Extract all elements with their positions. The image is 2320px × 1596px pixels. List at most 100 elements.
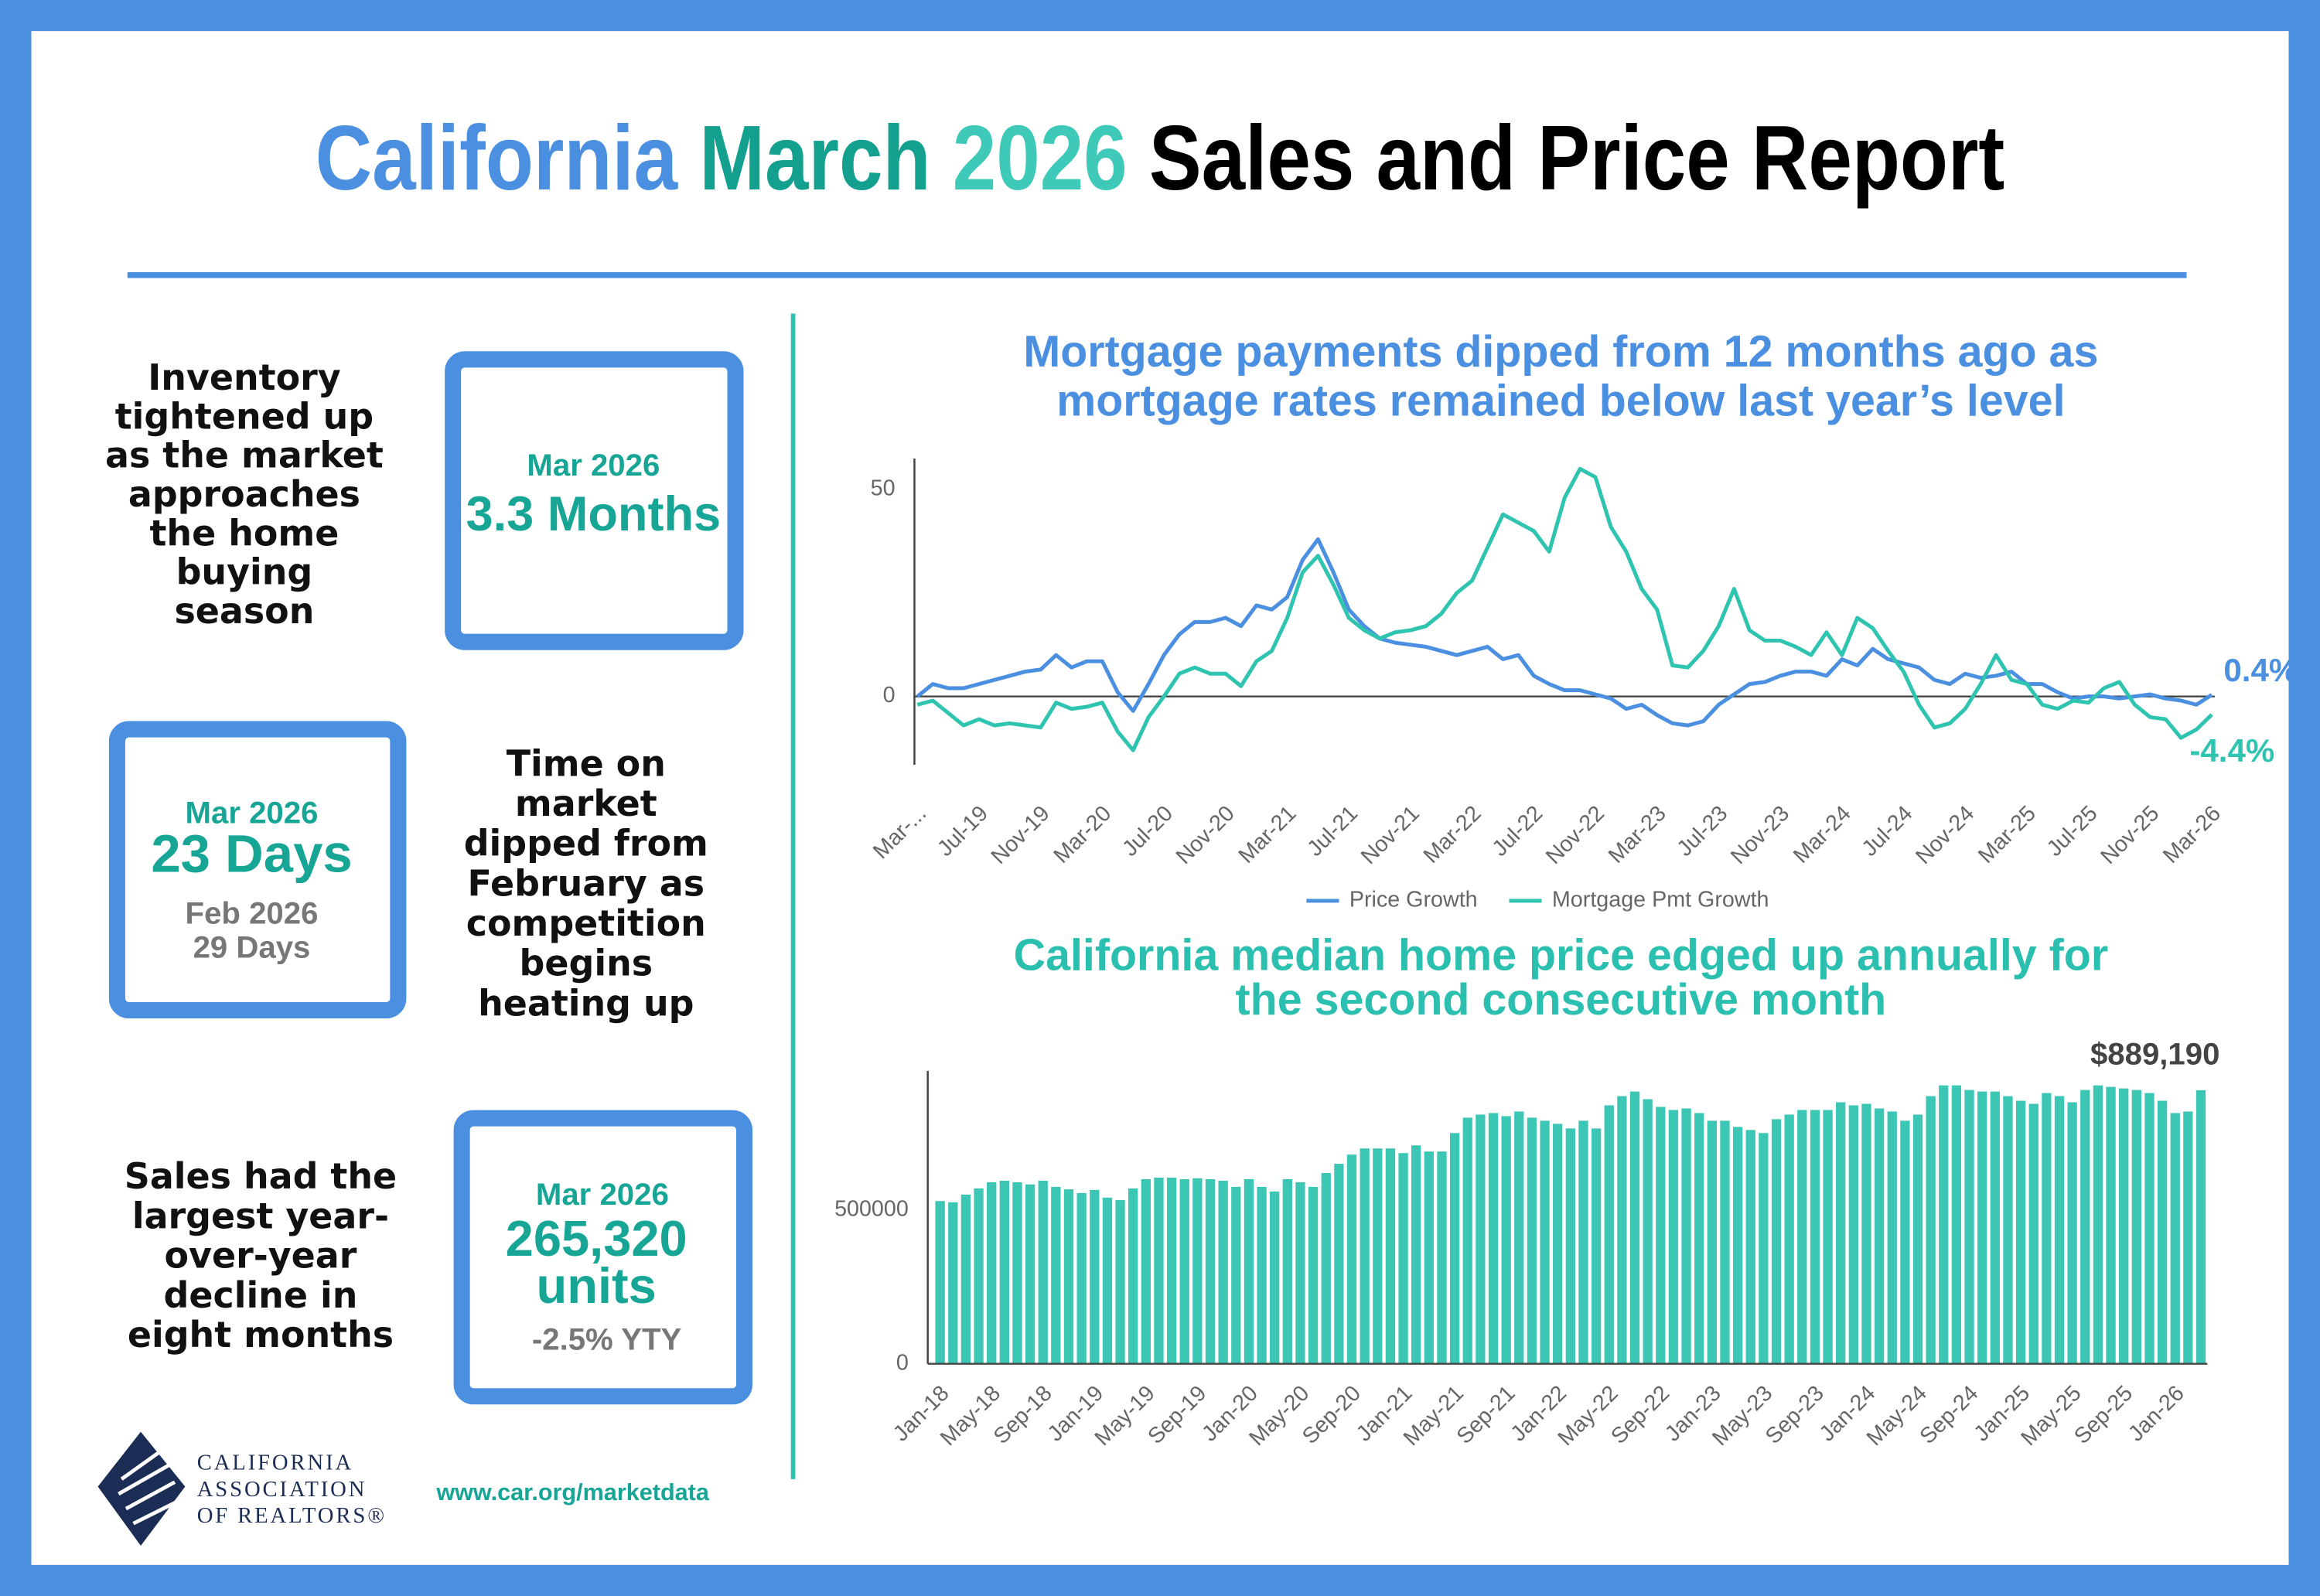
- url: www.car.org/marketdata: [435, 1479, 710, 1506]
- bar: [2144, 1093, 2155, 1364]
- bar: [1411, 1145, 1421, 1364]
- y-tick-label: 50: [871, 476, 896, 501]
- panel-text: February as: [468, 862, 705, 904]
- bar: [1591, 1128, 1602, 1364]
- bar: [1346, 1154, 1357, 1364]
- panel-text: buying: [176, 551, 313, 593]
- chart-title: Mortgage payments dipped from 12 months …: [1023, 327, 2098, 377]
- bar: [1643, 1099, 1653, 1364]
- bar: [2195, 1090, 2206, 1364]
- bar: [1990, 1091, 2000, 1364]
- panel-text: eight months: [128, 1314, 394, 1356]
- chart-title: the second consecutive month: [1236, 975, 1887, 1025]
- bar: [1604, 1105, 1614, 1364]
- stat-value: 3.3 Months: [466, 487, 722, 541]
- bar: [1887, 1111, 1897, 1364]
- bar: [1732, 1127, 1743, 1364]
- panel-text: Inventory: [148, 356, 341, 398]
- bar: [1449, 1133, 1460, 1364]
- bar: [1128, 1188, 1138, 1364]
- bar: [1823, 1110, 1833, 1364]
- stat-box: [108, 721, 407, 1019]
- bar: [974, 1188, 984, 1364]
- panel-text: tightened up: [115, 395, 374, 437]
- logo-text: CALIFORNIA: [197, 1450, 353, 1475]
- bar: [1784, 1114, 1794, 1364]
- bar: [1964, 1090, 1974, 1364]
- bar: [1218, 1180, 1228, 1364]
- bar: [1205, 1178, 1216, 1364]
- bar: [1051, 1186, 1061, 1364]
- bar: [1437, 1151, 1447, 1364]
- bar: [1385, 1148, 1396, 1364]
- bar: [1720, 1120, 1730, 1364]
- bar: [1063, 1189, 1074, 1364]
- logo-text: OF REALTORS®: [197, 1503, 387, 1528]
- bar: [1874, 1108, 1885, 1364]
- bar: [1694, 1113, 1704, 1364]
- bar: [1553, 1124, 1563, 1364]
- panel-text: dipped from: [464, 823, 708, 864]
- bar: [935, 1201, 945, 1364]
- bar: [1295, 1182, 1305, 1364]
- stat-period: Mar 2026: [186, 796, 319, 830]
- bar: [1501, 1116, 1511, 1364]
- bar: [1977, 1091, 1987, 1364]
- bar: [2106, 1086, 2116, 1364]
- panel-text: Sales had the: [125, 1155, 397, 1197]
- bar: [1424, 1151, 1434, 1364]
- stat-prior-value: 29 Days: [193, 930, 311, 965]
- bar: [2131, 1090, 2141, 1364]
- panel-text: largest year-: [132, 1195, 389, 1236]
- bar: [2157, 1100, 2168, 1364]
- bar: [1270, 1191, 1280, 1364]
- bar: [1115, 1200, 1125, 1364]
- bar: [1527, 1117, 1537, 1364]
- bar: [2054, 1096, 2065, 1364]
- title: California March 2026 Sales and Price Re…: [316, 108, 2005, 210]
- logo-text: ASSOCIATION: [197, 1477, 367, 1502]
- bar: [987, 1182, 997, 1364]
- bar: [1951, 1085, 1962, 1364]
- bar: [2028, 1103, 2039, 1364]
- series-line: [916, 537, 2213, 728]
- bar: [1565, 1128, 1575, 1364]
- bar: [1244, 1178, 1254, 1364]
- bar: [1373, 1148, 1383, 1364]
- bar: [1578, 1120, 1588, 1364]
- panel-text: heating up: [478, 982, 694, 1024]
- bar: [2183, 1111, 2193, 1364]
- stat-value: units: [537, 1257, 657, 1314]
- bar: [1076, 1192, 1087, 1364]
- bar: [948, 1202, 958, 1364]
- bar: [1745, 1130, 1755, 1364]
- bar: [1707, 1120, 1717, 1364]
- bar: [2170, 1113, 2180, 1364]
- bar: [1797, 1110, 1807, 1364]
- bar: [1656, 1107, 1666, 1364]
- stat-value: 23 Days: [151, 824, 352, 884]
- title-part: Sales and Price Report: [1149, 108, 2004, 210]
- panel-text: competition: [466, 902, 706, 944]
- panel-text: over-year: [165, 1235, 357, 1277]
- bar: [1514, 1111, 1524, 1364]
- bar: [2015, 1100, 2026, 1364]
- bar: [2080, 1090, 2090, 1364]
- legend-label: Mortgage Pmt Growth: [1552, 888, 1769, 912]
- bar: [1141, 1178, 1151, 1364]
- y-tick-label: 500000: [834, 1196, 909, 1221]
- bar: [1476, 1114, 1486, 1364]
- stat-box: [445, 351, 744, 650]
- bar: [1025, 1184, 1035, 1364]
- bar: [2119, 1088, 2129, 1364]
- bar: [1926, 1096, 1936, 1364]
- bar: [1681, 1108, 1691, 1364]
- bar: [960, 1194, 971, 1364]
- stat-value: 265,320: [506, 1210, 687, 1267]
- panel-text: approaches: [128, 473, 360, 515]
- panel-text: begins: [520, 943, 653, 984]
- title-part: 2026: [953, 108, 1128, 210]
- bar: [1231, 1186, 1241, 1364]
